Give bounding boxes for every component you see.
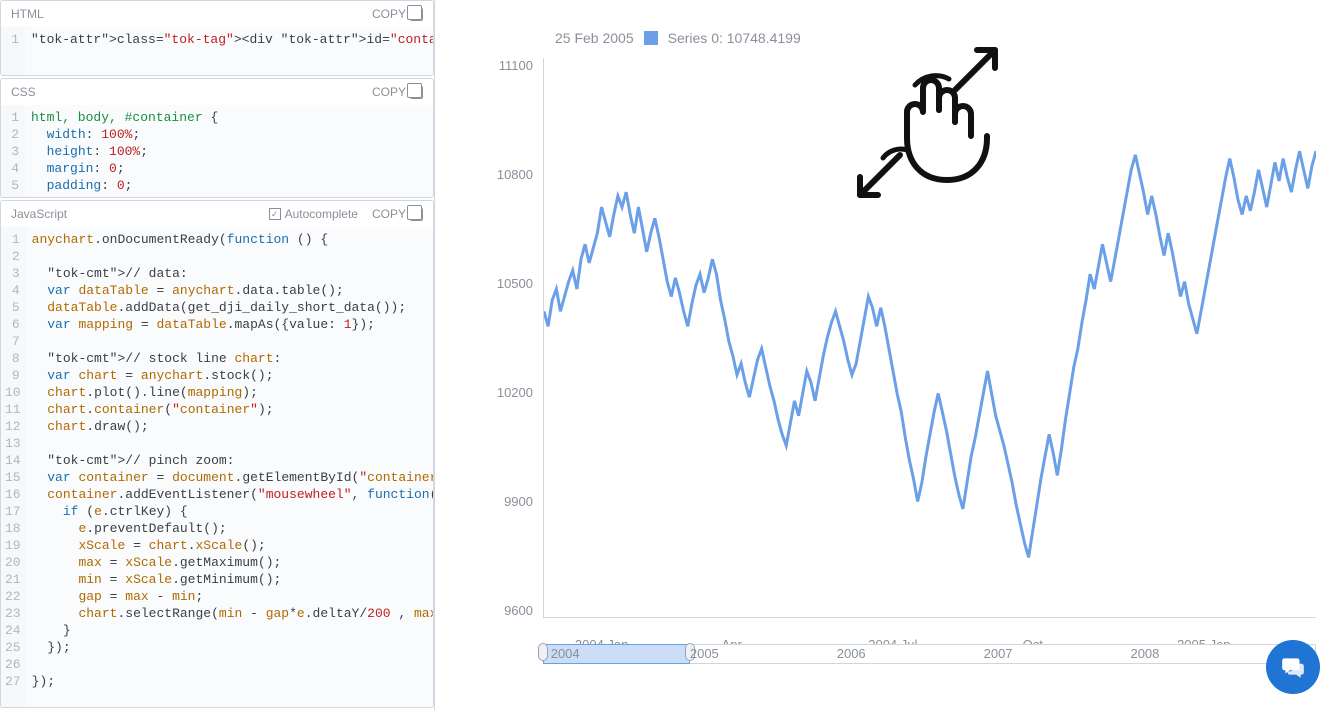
legend-series: Series 0: 10748.4199 (668, 30, 801, 46)
html-header: HTML COPY (1, 1, 433, 27)
html-section: HTML COPY 1 "tok-attr">class="tok-tag"><… (0, 0, 434, 76)
copy-icon (410, 8, 423, 21)
scroller-handle-left[interactable] (538, 643, 548, 661)
html-gutter: 1 (1, 27, 25, 75)
copy-label: COPY (372, 207, 406, 221)
css-code-body[interactable]: 12345 html, body, #container { width: 10… (1, 105, 433, 197)
copy-label: COPY (372, 85, 406, 99)
css-header: CSS COPY (1, 79, 433, 105)
code-editor-panel: HTML COPY 1 "tok-attr">class="tok-tag"><… (0, 0, 435, 710)
chat-fab-button[interactable] (1266, 640, 1320, 694)
copy-icon (410, 208, 423, 221)
html-code-body[interactable]: 1 "tok-attr">class="tok-tag"><div "tok-a… (1, 27, 433, 75)
legend-swatch (644, 31, 658, 45)
css-code-lines: html, body, #container { width: 100%; he… (25, 105, 224, 197)
copy-js-button[interactable]: COPY (372, 207, 423, 221)
js-section: JavaScript ✓ Autocomplete COPY 123456789… (0, 200, 434, 708)
chart-area: 25 Feb 2005 Series 0: 10748.4199 1110010… (465, 10, 1326, 640)
chat-icon (1280, 654, 1306, 680)
copy-icon (410, 86, 423, 99)
y-axis-labels: 1110010800105001020099009600 (483, 58, 533, 618)
copy-css-button[interactable]: COPY (372, 85, 423, 99)
autocomplete-label: Autocomplete (285, 207, 358, 221)
css-gutter: 12345 (1, 105, 25, 197)
chart-panel: 25 Feb 2005 Series 0: 10748.4199 1110010… (435, 0, 1336, 710)
pinch-zoom-icon (845, 40, 1015, 210)
js-gutter: 1234567891011121314151617181920212223242… (1, 227, 26, 707)
js-title: JavaScript (11, 207, 67, 221)
time-scroller[interactable]: 200420052006200720082009 (543, 626, 1316, 664)
js-code-body[interactable]: 1234567891011121314151617181920212223242… (1, 227, 433, 707)
html-code-lines: "tok-attr">class="tok-tag"><div "tok-att… (25, 27, 433, 75)
autocomplete-toggle[interactable]: ✓ Autocomplete (269, 207, 358, 221)
css-title: CSS (11, 85, 36, 99)
chart-legend: 25 Feb 2005 Series 0: 10748.4199 (555, 30, 801, 46)
copy-label: COPY (372, 7, 406, 21)
legend-date: 25 Feb 2005 (555, 30, 634, 46)
copy-html-button[interactable]: COPY (372, 7, 423, 21)
css-section: CSS COPY 12345 html, body, #container { … (0, 78, 434, 198)
checkbox-checked-icon: ✓ (269, 208, 281, 220)
js-header: JavaScript ✓ Autocomplete COPY (1, 201, 433, 227)
html-title: HTML (11, 7, 44, 21)
js-code-lines: anychart.onDocumentReady(function () { "… (26, 227, 433, 707)
